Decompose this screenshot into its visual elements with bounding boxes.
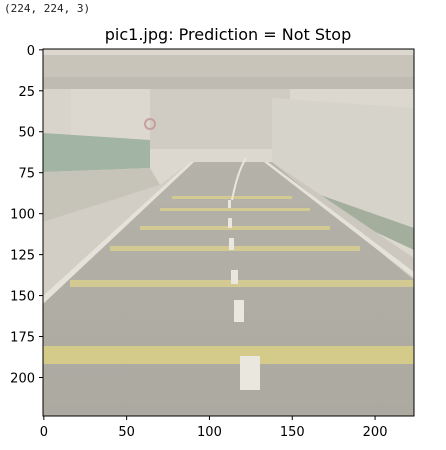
speed-sign: [144, 118, 156, 130]
center-dash: [228, 218, 232, 228]
x-tick-label: 100: [197, 425, 222, 440]
y-tick-label: 75: [18, 167, 35, 182]
x-tick-label: 200: [363, 425, 388, 440]
center-dash: [231, 270, 238, 284]
far-structures: [150, 89, 290, 149]
image-area: [42, 48, 415, 417]
center-dash: [240, 356, 260, 390]
y-tick-label: 50: [18, 126, 35, 141]
axes-frame: [42, 48, 415, 417]
yellow-bar: [160, 208, 310, 211]
right-edge-line: [264, 162, 414, 278]
center-dash: [228, 200, 231, 208]
yellow-bar: [70, 280, 414, 287]
y-tick-label: 150: [10, 290, 35, 305]
center-dash: [229, 238, 234, 250]
green-barrier: [43, 133, 150, 172]
overhead-bridge: [43, 55, 414, 77]
x-axis: 0 50 100 150 200: [40, 416, 388, 440]
x-tick-label: 0: [40, 425, 48, 440]
y-tick-label: 125: [10, 249, 35, 264]
y-tick-label: 100: [10, 208, 35, 223]
y-tick-label: 175: [10, 331, 35, 346]
center-dash: [234, 300, 244, 322]
image-fade: [43, 49, 414, 416]
right-wall: [272, 98, 414, 250]
left-fence: [43, 168, 160, 222]
x-tick-label: 150: [280, 425, 305, 440]
bridge-underside: [43, 77, 414, 89]
yellow-bar: [140, 226, 330, 230]
left-edge-line: [43, 162, 194, 304]
yellow-bar: [43, 346, 414, 364]
y-tick-label: 25: [18, 85, 35, 100]
cell-output-shape: (224, 224, 3): [4, 2, 91, 15]
y-axis: 0 25 50 75 100 125 150 175 200: [10, 44, 43, 386]
x-tick-label: 50: [118, 425, 135, 440]
y-tick-label: 200: [10, 371, 35, 386]
y-tick-label: 0: [27, 44, 35, 59]
road-photo: [43, 49, 414, 416]
left-building: [43, 89, 71, 139]
yellow-bar: [110, 246, 360, 251]
curved-lane-line: [231, 157, 247, 201]
chart-title: pic1.jpg: Prediction = Not Stop: [105, 25, 351, 44]
